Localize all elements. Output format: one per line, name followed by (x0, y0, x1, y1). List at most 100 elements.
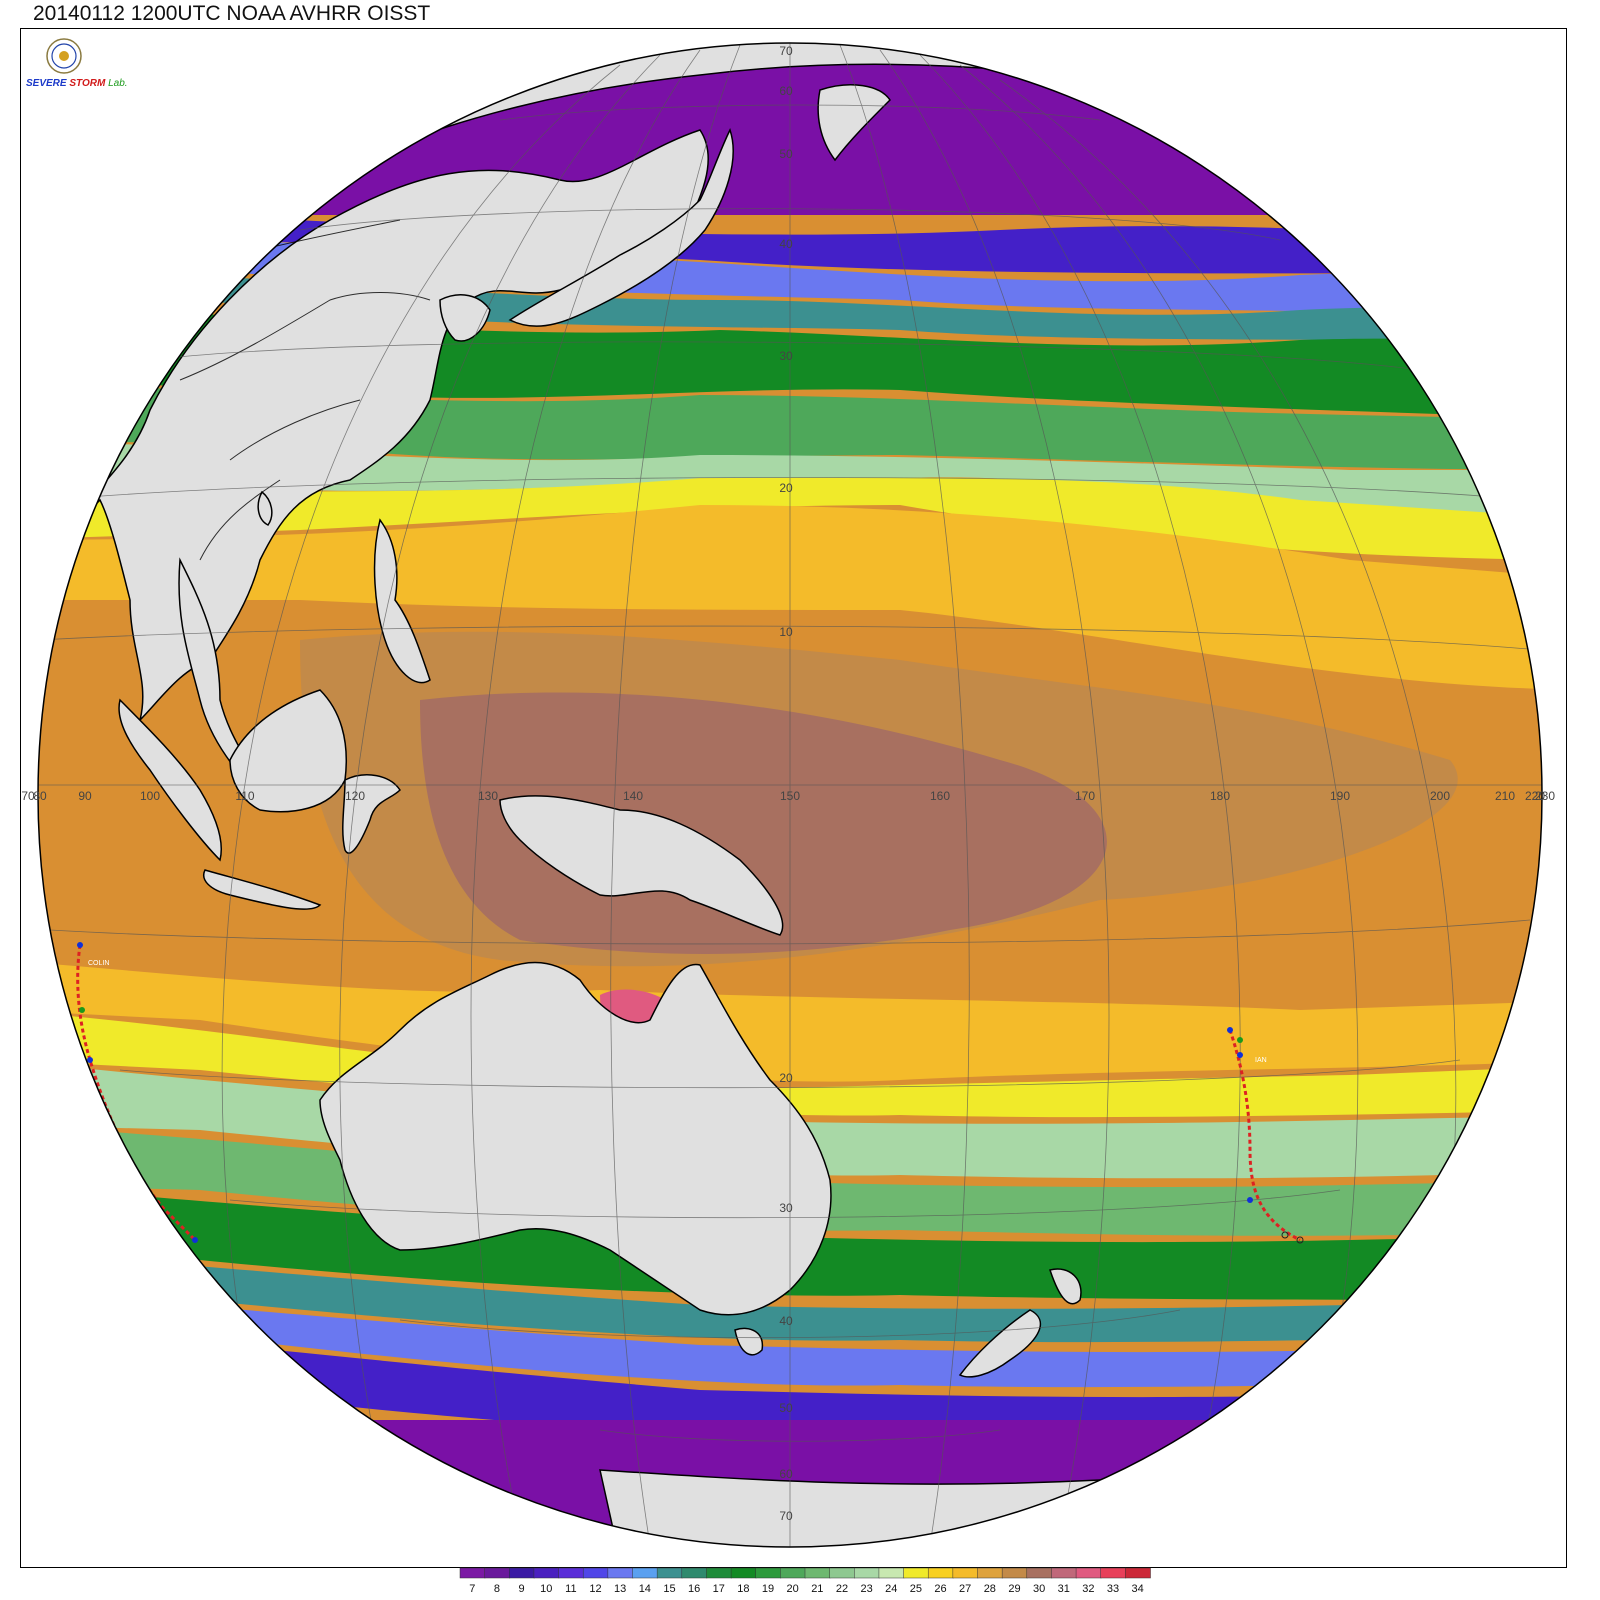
colorbar-swatch (1051, 1567, 1077, 1579)
japan (508, 128, 734, 327)
sst-band-north-28 (38, 505, 1542, 690)
kamchatka (817, 84, 891, 162)
lon-label: 140 (623, 789, 643, 803)
colorbar-swatch (533, 1567, 560, 1579)
lon-label: 180 (1210, 789, 1230, 803)
latitude-labels: 70 60 50 40 30 20 10 20 30 40 50 60 70 (779, 44, 793, 1523)
colorbar-swatch (952, 1567, 979, 1579)
australia (319, 961, 832, 1316)
colorbar-label: 22 (836, 1583, 848, 1595)
new-zealand-north (1049, 1268, 1082, 1305)
colorbar-label: 28 (984, 1583, 996, 1595)
lat-label-north: 30 (779, 349, 793, 363)
lat-label-north: 20 (779, 481, 793, 495)
globe-outline (37, 42, 1543, 1548)
sumatra (118, 698, 222, 862)
colorbar-swatch (607, 1567, 634, 1579)
graticule (38, 43, 1542, 1547)
new-zealand-south (958, 1309, 1042, 1378)
antarctica-edge (599, 1469, 1103, 1547)
colorbar-label: 26 (934, 1583, 946, 1595)
logo-line-severe: SEVERE (26, 78, 67, 89)
lon-label: 150 (780, 789, 800, 803)
colorbar-swatch (903, 1567, 929, 1579)
colorbar-label: 14 (639, 1583, 651, 1595)
colorbar-swatch (681, 1567, 708, 1579)
colorbar-swatch (854, 1567, 880, 1579)
colorbar-label: 30 (1033, 1583, 1045, 1595)
lon-label: 80 (33, 789, 47, 803)
lat-label-south: 60 (779, 1467, 793, 1481)
colorbar-swatch (509, 1567, 535, 1579)
colorbar: 7 8 9 10 11 12 13 14 15 16 17 18 19 20 21 22 23 24 25 26 27 2… (459, 1567, 1151, 1595)
lat-label-south: 50 (779, 1401, 793, 1415)
storm-label-ian: IAN (1255, 1057, 1267, 1064)
colorbar-label: 10 (540, 1583, 552, 1595)
lat-label-north: 70 (779, 44, 793, 58)
colorbar-label: 27 (959, 1583, 971, 1595)
colorbar-label: 24 (885, 1583, 897, 1595)
lon-label: 190 (1330, 789, 1350, 803)
colorbar-swatch (459, 1567, 486, 1579)
colorbar-swatch (878, 1567, 905, 1579)
lon-label: 100 (140, 789, 160, 803)
logo-text: SEVERE STORM Lab. (26, 78, 128, 89)
lon-label: 230 (1535, 789, 1555, 803)
colorbar-swatch (1001, 1567, 1028, 1579)
logo-line-lab: Lab. (108, 78, 128, 89)
colorbar-label: 12 (589, 1583, 601, 1595)
colorbar-label: 25 (910, 1583, 922, 1595)
lon-label: 220 (1525, 789, 1545, 803)
colorbar-swatch (632, 1567, 658, 1579)
colorbar-label: 19 (762, 1583, 774, 1595)
colorbar-label: 16 (688, 1583, 700, 1595)
colorbar-swatch (730, 1567, 757, 1579)
lon-label: 110 (235, 789, 254, 803)
lat-label-north: 40 (779, 237, 793, 251)
lat-label-north: 10 (779, 625, 793, 639)
colorbar-swatch (977, 1567, 1003, 1579)
new-guinea (499, 795, 784, 936)
sst-band-north-24 (38, 440, 1542, 521)
colorbar-label: 8 (494, 1583, 500, 1595)
colorbar-swatch (1125, 1567, 1151, 1579)
lon-label: 90 (78, 789, 92, 803)
asia-mainland (38, 129, 709, 723)
lon-label: 160 (930, 789, 950, 803)
sst-band-south-10 (38, 1325, 1542, 1442)
sst-band-south-16 (38, 1250, 1542, 1343)
colorbar-label: 18 (737, 1583, 749, 1595)
colorbar-label: 34 (1132, 1583, 1144, 1595)
storm-label-colin: COLIN (88, 960, 109, 967)
storm-track-ian (1227, 1027, 1304, 1244)
sst-band-south-28 (38, 960, 1542, 1082)
colorbar-swatch (780, 1567, 806, 1579)
borneo (229, 689, 348, 813)
lat-label-south: 20 (779, 1071, 793, 1085)
colorbar-swatch (706, 1567, 732, 1579)
tasmania (734, 1327, 764, 1356)
colorbar-swatch (927, 1567, 954, 1579)
lon-label: 130 (478, 789, 498, 803)
map-frame (20, 28, 1567, 1568)
colorbar-label: 11 (565, 1583, 576, 1595)
lat-label-north: 50 (779, 147, 793, 161)
colorbar-label: 29 (1008, 1583, 1020, 1595)
colorbar-swatch (656, 1567, 683, 1579)
lat-label-south: 30 (779, 1201, 793, 1215)
map-title: 20140112 1200UTC NOAA AVHRR OISST (33, 2, 431, 25)
severe-storm-lab-logo (46, 38, 82, 74)
colorbar-swatch (484, 1567, 511, 1579)
lon-label: 170 (1075, 789, 1095, 803)
colorbar-swatch (755, 1567, 782, 1579)
colorbar-swatch (829, 1567, 856, 1579)
colorbar-label: 17 (713, 1583, 725, 1595)
sst-band-north-16 (38, 265, 1542, 345)
lon-label: 200 (1430, 789, 1450, 803)
lon-label: 210 (1495, 789, 1515, 803)
lon-label: 120 (345, 789, 365, 803)
colorbar-swatch (582, 1567, 609, 1579)
colorbar-swatch (1026, 1567, 1053, 1579)
